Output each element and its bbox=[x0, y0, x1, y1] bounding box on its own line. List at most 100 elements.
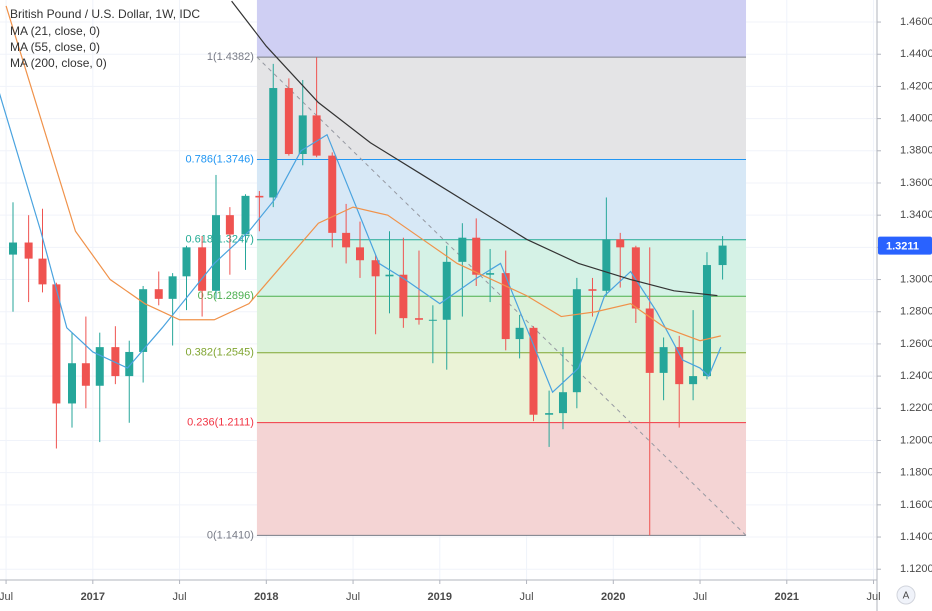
fib-zone bbox=[256, 57, 747, 160]
fib-zone bbox=[256, 352, 747, 423]
candle-body bbox=[616, 239, 625, 248]
candle-body bbox=[428, 319, 437, 321]
moving-average-line bbox=[5, 5, 721, 342]
candle-body bbox=[312, 115, 321, 156]
legend-entry: MA (200, close, 0) bbox=[10, 56, 107, 70]
candle-body bbox=[298, 115, 307, 155]
fib-zone bbox=[256, 159, 747, 240]
x-tick-label: 2017 bbox=[81, 591, 105, 603]
x-tick-label: Jul bbox=[346, 591, 360, 603]
fib-zone bbox=[256, 0, 747, 58]
y-tick-label: 1.3400 bbox=[900, 209, 932, 221]
fib-level-label: 1(1.4382) bbox=[207, 51, 254, 63]
x-tick-label: Jul bbox=[520, 591, 534, 603]
legend-entry: MA (21, close, 0) bbox=[10, 24, 100, 38]
candle-body bbox=[545, 413, 554, 415]
fib-level-label: 0.5(1.2896) bbox=[198, 290, 254, 302]
candle-body bbox=[154, 289, 163, 299]
candle-body bbox=[81, 363, 90, 386]
candle-body bbox=[211, 215, 220, 291]
last-price-label: 1.3211 bbox=[886, 240, 919, 252]
y-tick-label: 1.3600 bbox=[900, 177, 932, 189]
y-tick-label: 1.2400 bbox=[900, 370, 932, 382]
y-tick-label: 1.2000 bbox=[900, 434, 932, 446]
fib-trend-line bbox=[256, 56, 747, 536]
y-tick-label: 1.4000 bbox=[900, 113, 932, 125]
candle-body bbox=[328, 155, 337, 233]
chart-title: British Pound / U.S. Dollar, 1W, IDC bbox=[10, 7, 200, 21]
fib-level-label: 0.236(1.2111) bbox=[187, 417, 254, 429]
candle-body bbox=[355, 247, 364, 261]
candle-body bbox=[9, 242, 18, 255]
candle-body bbox=[588, 289, 597, 291]
y-tick-label: 1.3000 bbox=[900, 273, 932, 285]
candle-body bbox=[225, 215, 234, 235]
candle-body bbox=[284, 88, 293, 155]
candle-body bbox=[371, 260, 380, 277]
candle-body bbox=[111, 347, 120, 377]
candle-body bbox=[182, 247, 191, 277]
legend: British Pound / U.S. Dollar, 1W, IDC MA … bbox=[10, 7, 200, 70]
y-tick-label: 1.1600 bbox=[900, 499, 932, 511]
candle-body bbox=[269, 88, 278, 198]
y-tick-label: 1.4600 bbox=[900, 16, 932, 28]
y-tick-label: 1.1800 bbox=[900, 467, 932, 479]
fib-zone bbox=[256, 239, 747, 297]
candle-body bbox=[255, 195, 264, 198]
moving-average-line bbox=[0, 93, 722, 394]
x-tick-label: Jul bbox=[173, 591, 187, 603]
candle-body bbox=[602, 239, 611, 291]
y-tick-label: 1.1400 bbox=[900, 531, 932, 543]
candle-body bbox=[38, 258, 47, 285]
candle-body bbox=[24, 242, 33, 259]
candle-body bbox=[95, 347, 104, 386]
y-tick-label: 1.4400 bbox=[900, 48, 932, 60]
x-tick-label: Jul bbox=[693, 591, 707, 603]
candle-body bbox=[198, 247, 207, 291]
moving-average-line bbox=[231, 0, 718, 297]
candle-body bbox=[472, 237, 481, 275]
candle-body bbox=[125, 351, 134, 377]
candle-body bbox=[168, 276, 177, 299]
candle-body bbox=[718, 245, 727, 266]
candle-body bbox=[399, 274, 408, 319]
candle-body bbox=[67, 363, 76, 404]
x-tick-label: 2020 bbox=[601, 591, 625, 603]
fib-zone bbox=[256, 422, 747, 536]
candle-body bbox=[572, 289, 581, 393]
plot-area: 1(1.4382)0.786(1.3746)0.618(1.3247)0.5(1… bbox=[0, 0, 877, 580]
candle-body bbox=[486, 273, 495, 275]
y-tick-label: 1.3800 bbox=[900, 145, 932, 157]
y-tick-label: 1.2800 bbox=[900, 306, 932, 318]
candle-body bbox=[342, 232, 351, 248]
candle-body bbox=[529, 327, 538, 415]
fib-level-label: 0.382(1.2545) bbox=[185, 347, 254, 359]
candle-body bbox=[631, 247, 640, 309]
x-tick-label: Jul bbox=[0, 591, 13, 603]
candle-body bbox=[414, 318, 423, 320]
x-tick-label: 2019 bbox=[428, 591, 452, 603]
candle-body bbox=[702, 265, 711, 377]
legend-entry: MA (55, close, 0) bbox=[10, 40, 100, 54]
candle-body bbox=[645, 308, 654, 373]
candle-body bbox=[241, 195, 250, 235]
y-tick-label: 1.4200 bbox=[900, 80, 932, 92]
y-tick-label: 1.1200 bbox=[900, 563, 932, 575]
auto-scale-icon[interactable]: A bbox=[903, 591, 910, 602]
auto-scale-button[interactable] bbox=[896, 585, 916, 605]
x-tick-label: Jul bbox=[866, 591, 880, 603]
candle-body bbox=[139, 289, 148, 352]
candle-body bbox=[675, 347, 684, 385]
candle-body bbox=[442, 261, 451, 320]
candle-body bbox=[501, 273, 510, 340]
fib-zone bbox=[256, 296, 747, 353]
fib-level-label: 0(1.1410) bbox=[207, 529, 254, 541]
last-price-box bbox=[878, 236, 932, 255]
candle-body bbox=[558, 392, 567, 414]
candle-body bbox=[52, 284, 61, 404]
candle-body bbox=[385, 274, 394, 277]
x-tick-label: 2018 bbox=[254, 591, 278, 603]
candle-body bbox=[689, 376, 698, 385]
